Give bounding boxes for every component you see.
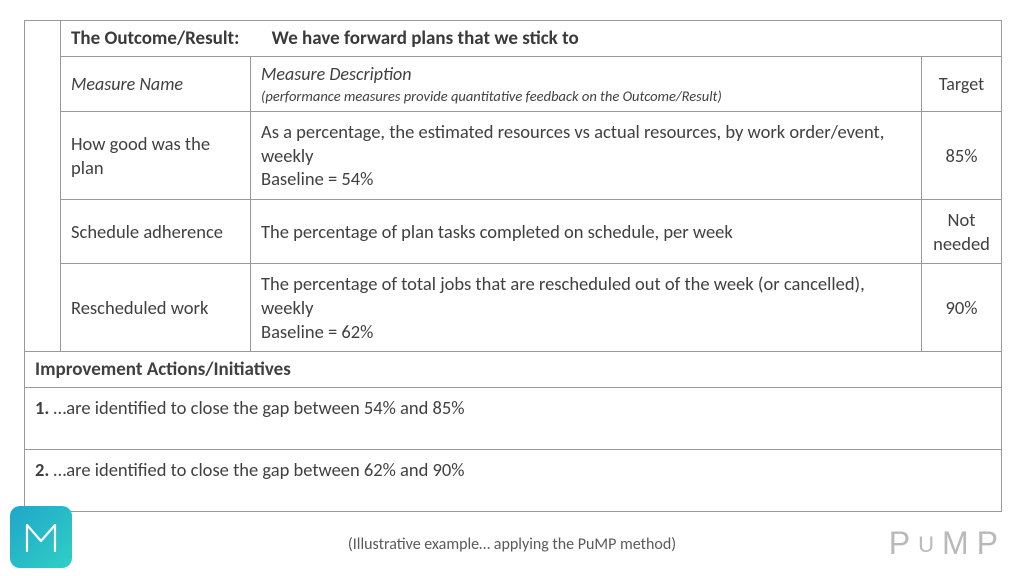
action-row: 1. …are identified to close the gap betw… <box>25 388 1002 450</box>
pump-logo: PUMP <box>889 525 1006 562</box>
action-cell: 2. …are identified to close the gap betw… <box>25 450 1002 512</box>
col-measure-desc: Measure Description (performance measure… <box>251 57 922 112</box>
pump-m: M <box>942 525 977 561</box>
table-row: Rescheduled work The percentage of total… <box>25 264 1002 352</box>
col-target: Target <box>922 57 1002 112</box>
action-number: 2. <box>35 458 49 481</box>
measure-name-cell: Rescheduled work <box>61 264 251 352</box>
measure-desc-cell: The percentage of total jobs that are re… <box>251 264 922 352</box>
measure-desc-cell: As a percentage, the estimated resources… <box>251 112 922 200</box>
measure-desc-cell: The percentage of plan tasks completed o… <box>251 200 922 264</box>
table-row: Schedule adherence The percentage of pla… <box>25 200 1002 264</box>
measure-target-cell: Not needed <box>922 200 1002 264</box>
actions-section-row: Improvement Actions/Initiatives <box>25 352 1002 388</box>
pump-p2: P <box>977 525 1006 561</box>
m-logo-svg <box>21 517 61 557</box>
indent-filler <box>25 21 61 352</box>
content-frame: The Outcome/Result: We have forward plan… <box>24 20 1002 512</box>
footer-note: (Illustrative example… applying the PuMP… <box>0 535 1024 554</box>
measure-target-cell: 85% <box>922 112 1002 200</box>
measure-name-cell: Schedule adherence <box>61 200 251 264</box>
col-measure-name: Measure Name <box>61 57 251 112</box>
pump-u: U <box>918 532 942 557</box>
action-number: 1. <box>35 396 49 419</box>
action-row: 2. …are identified to close the gap betw… <box>25 450 1002 512</box>
outcome-label: The Outcome/Result: <box>71 27 239 50</box>
outcome-row: The Outcome/Result: We have forward plan… <box>25 21 1002 57</box>
outcome-text: We have forward plans that we stick to <box>272 27 579 50</box>
outcome-cell: The Outcome/Result: We have forward plan… <box>61 21 1002 57</box>
table-row: How good was the plan As a percentage, t… <box>25 112 1002 200</box>
action-cell: 1. …are identified to close the gap betw… <box>25 388 1002 450</box>
measures-table: The Outcome/Result: We have forward plan… <box>24 20 1002 512</box>
action-text: …are identified to close the gap between… <box>49 458 464 481</box>
action-text: …are identified to close the gap between… <box>49 396 464 419</box>
pump-p1: P <box>889 525 918 561</box>
actions-section-title: Improvement Actions/Initiatives <box>25 352 1002 388</box>
measure-target-cell: 90% <box>922 264 1002 352</box>
brand-logo-icon <box>10 506 72 568</box>
measure-name-cell: How good was the plan <box>61 112 251 200</box>
col-measure-desc-sub: (performance measures provide quantitati… <box>261 87 911 105</box>
column-header-row: Measure Name Measure Description (perfor… <box>25 57 1002 112</box>
col-measure-desc-title: Measure Description <box>261 63 412 85</box>
